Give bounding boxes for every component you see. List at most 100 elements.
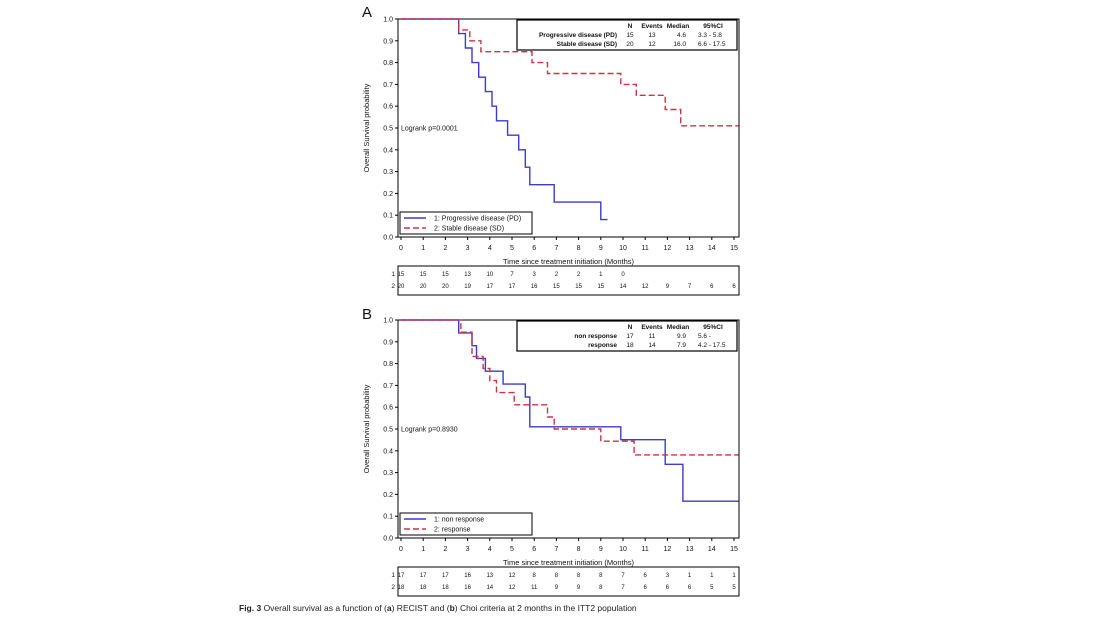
figure-caption: Fig. 3 Overall survival as a function of… <box>239 603 637 613</box>
panel-b-x-tick-label: 13 <box>686 546 694 553</box>
panel-b-x-tick-label: 9 <box>599 546 603 553</box>
panel-a-at-risk-value: 6 <box>710 284 714 290</box>
panel-a-stats-median: 16.0 <box>673 41 686 48</box>
panel-b-x-tick-label: 10 <box>619 546 627 553</box>
panel-b-at-risk-value: 16 <box>464 585 471 591</box>
caption-b: b <box>449 603 455 613</box>
caption-a: a <box>386 603 392 613</box>
panel-b-at-risk-value: 17 <box>420 573 427 579</box>
panel-a-stats-header: Median <box>667 23 689 30</box>
panel-a-x-tick-label: 4 <box>488 245 492 252</box>
panel-a-at-risk-value: 16 <box>531 284 538 290</box>
panel-b-at-risk-frame <box>397 566 740 597</box>
panel-a-at-risk-value: 14 <box>620 284 627 290</box>
panel-a-stats-row-label: Progressive disease (PD) <box>539 32 617 39</box>
caption-label: Fig. 3 <box>239 603 262 613</box>
panel-b-at-risk-value: 9 <box>555 585 559 591</box>
panel-b-at-risk-value: 12 <box>509 585 516 591</box>
panel-b-at-risk-value: 18 <box>398 585 405 591</box>
panel-a-y-axis-label: Overall Survival probability <box>362 83 371 172</box>
panel-a-at-risk-value: 13 <box>464 272 471 278</box>
panel-b-y-tick-label: 0.6 <box>383 405 393 412</box>
panel-a-at-risk-row-label: 2 <box>391 283 395 290</box>
panel-a-at-risk-row-label: 1 <box>391 271 395 278</box>
panel-b-x-tick-label: 8 <box>577 546 581 553</box>
panel-b-y-tick-label: 0.5 <box>383 427 393 434</box>
panel-b-at-risk-value: 17 <box>442 573 449 579</box>
panel-b-legend-label: 2: response <box>434 527 471 534</box>
panel-a-x-tick-label: 11 <box>642 245 649 252</box>
panel-b-x-tick-label: 14 <box>708 546 716 553</box>
panel-a-at-risk-value: 0 <box>621 272 625 278</box>
caption-text-2: ) RECIST and ( <box>391 603 450 613</box>
panel-a-stats-header: Events <box>641 23 663 30</box>
panel-a-x-tick-label: 0 <box>399 245 403 252</box>
panel-b-stats-events: 11 <box>649 333 656 340</box>
panel-b-x-tick-label: 7 <box>554 546 558 553</box>
panel-a-curve-2 <box>401 18 739 127</box>
panel-b-stats-n: 17 <box>626 333 634 340</box>
panel-a-at-risk-value: 20 <box>398 284 405 290</box>
panel-b-at-risk-value: 12 <box>509 573 516 579</box>
panel-b-x-tick-label: 15 <box>730 546 738 553</box>
panel-a-stats-box <box>516 19 738 51</box>
panel-b-at-risk-row-label: 1 <box>391 572 395 579</box>
panel-b-x-tick-label: 1 <box>421 546 425 553</box>
panel-b-stats-median: 7.9 <box>677 342 686 349</box>
panel-a-x-tick-label: 1 <box>421 245 425 252</box>
panel-b-at-risk-value: 7 <box>621 573 625 579</box>
panel-a-x-tick-label: 3 <box>466 245 470 252</box>
panel-a-y-tick-label: 0.1 <box>383 213 393 220</box>
panel-a-y-tick-label: 0.0 <box>383 235 393 242</box>
panel-a-stats-median: 4.6 <box>677 32 686 39</box>
panel-b-y-tick-label: 0.4 <box>383 448 393 455</box>
panel-a-legend-label: 1: Progressive disease (PD) <box>434 216 521 223</box>
panel-b-stats-header: 95%CI <box>703 324 723 331</box>
panel-b-at-risk-value: 6 <box>644 585 648 591</box>
panel-a-stats-header: N <box>628 23 633 30</box>
panel-a-at-risk-value: 2 <box>577 272 581 278</box>
panel-b-stats-box <box>516 320 738 352</box>
panel-b-stats-header: N <box>628 324 633 331</box>
panel-a-at-risk-value: 7 <box>688 284 692 290</box>
panel-a-at-risk-value: 9 <box>666 284 670 290</box>
panel-b-stats-ci: 5.6 - <box>698 333 711 340</box>
panel-a-y-tick-label: 0.3 <box>383 169 393 176</box>
panel-a-x-tick-label: 7 <box>554 245 558 252</box>
panel-a-y-tick-label: 0.8 <box>383 60 393 67</box>
panel-b-x-tick-label: 4 <box>488 546 492 553</box>
panel-a-x-tick-label: 5 <box>510 245 514 252</box>
panel-a-at-risk-value: 6 <box>732 284 736 290</box>
panel-a-x-tick-label: 15 <box>730 245 738 252</box>
panel-b-at-risk-value: 5 <box>710 585 714 591</box>
panel-b-y-tick-label: 0.9 <box>383 339 393 346</box>
panel-a-y-tick-label: 0.5 <box>383 126 393 133</box>
panel-b-x-tick-label: 12 <box>664 546 672 553</box>
panel-b-at-risk-value: 13 <box>486 573 493 579</box>
panel-b-legend-label: 1: non response <box>434 517 484 524</box>
panel-b-at-risk-value: 3 <box>666 573 670 579</box>
panel-b-y-tick-label: 0.1 <box>383 514 393 521</box>
panel-b-x-tick-label: 6 <box>532 546 536 553</box>
panel-a-at-risk-value: 7 <box>510 272 514 278</box>
panel-b-at-risk-value: 11 <box>531 585 538 591</box>
caption-text-3: ) Choi criteria at 2 months in the ITT2 … <box>454 603 637 613</box>
panel-a-at-risk-value: 10 <box>486 272 493 278</box>
panel-b-x-tick-label: 3 <box>466 546 470 553</box>
panel-a-at-risk-value: 1 <box>599 272 603 278</box>
panel-a-stats-ci: 6.6 - 17.5 <box>698 41 726 48</box>
panel-b-at-risk-value: 16 <box>464 573 471 579</box>
panel-a-at-risk-value: 15 <box>398 272 405 278</box>
panel-a-letter: A <box>362 4 372 21</box>
panel-a-y-tick-label: 0.6 <box>383 104 393 111</box>
panel-b-at-risk-value: 8 <box>599 573 603 579</box>
panel-a-curve-1 <box>401 18 608 221</box>
panel-b-at-risk-value: 1 <box>710 573 714 579</box>
panel-b-at-risk-value: 8 <box>555 573 559 579</box>
panel-b-at-risk-value: 5 <box>732 585 736 591</box>
panel-a-at-risk-value: 20 <box>442 284 449 290</box>
panel-a-legend-box <box>399 211 533 235</box>
panel-b-at-risk-value: 8 <box>599 585 603 591</box>
panel-b-y-axis-label: Overall Survival probability <box>362 384 371 473</box>
panel-b-at-risk-value: 7 <box>621 585 625 591</box>
